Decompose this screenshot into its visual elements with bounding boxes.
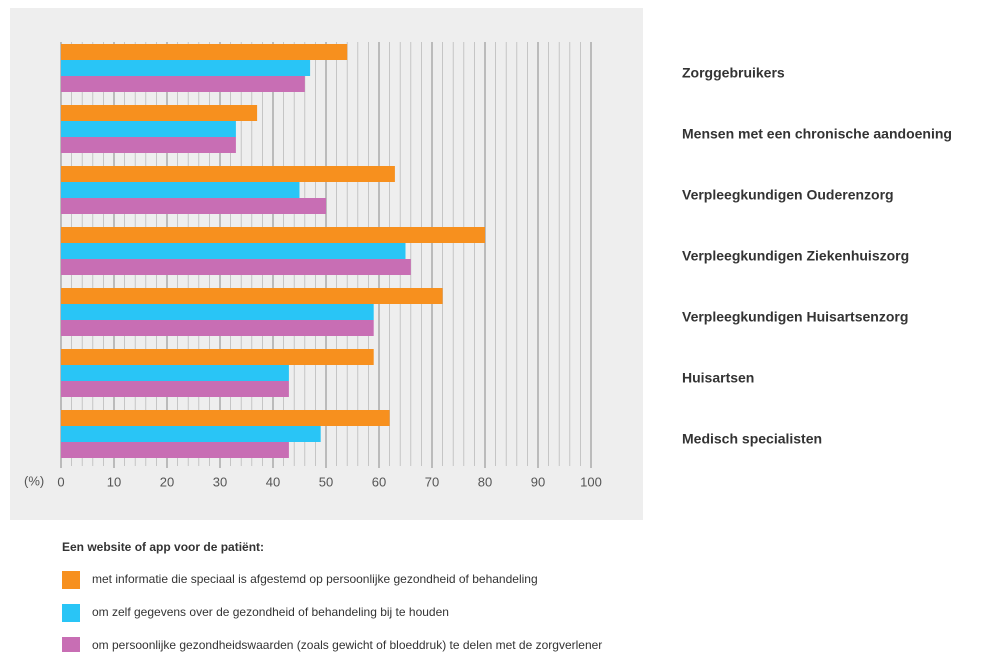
bar: [61, 166, 395, 182]
x-tick-label: 50: [319, 474, 333, 489]
bar: [61, 76, 305, 92]
x-tick-label: 40: [266, 474, 280, 489]
x-tick-label: 10: [107, 474, 121, 489]
bar: [61, 227, 485, 243]
bar: [61, 60, 311, 76]
bar: [61, 44, 348, 60]
bar: [61, 105, 258, 121]
legend-swatch: [62, 637, 80, 652]
bar: [61, 381, 289, 397]
category-label: Huisartsen: [682, 370, 754, 386]
x-tick-label: 20: [160, 474, 174, 489]
bar: [61, 304, 374, 320]
legend-label: om persoonlijke gezondheidswaarden (zoal…: [92, 638, 602, 652]
x-tick-label: 0: [57, 474, 64, 489]
legend-title: Een website of app voor de patiënt:: [62, 540, 264, 554]
bar: [61, 198, 326, 214]
bar: [61, 137, 236, 153]
category-label: Zorggebruikers: [682, 65, 785, 81]
bar: [61, 182, 300, 198]
x-tick-label: 100: [580, 474, 602, 489]
legend-label: met informatie die speciaal is afgestemd…: [92, 572, 538, 586]
bar: [61, 410, 390, 426]
x-tick-label: 70: [425, 474, 439, 489]
category-label: Medisch specialisten: [682, 431, 822, 447]
x-tick-label: 90: [531, 474, 545, 489]
x-tick-label: 30: [213, 474, 227, 489]
bar: [61, 320, 374, 336]
category-label: Mensen met een chronische aandoening: [682, 126, 952, 142]
legend-swatch: [62, 604, 80, 622]
bar: [61, 121, 236, 137]
category-label: Verpleegkundigen Huisartsenzorg: [682, 309, 908, 325]
bar: [61, 442, 289, 458]
bar: [61, 243, 406, 259]
x-axis-label: (%): [24, 473, 44, 488]
x-tick-label: 80: [478, 474, 492, 489]
category-label: Verpleegkundigen Ziekenhuiszorg: [682, 248, 909, 264]
legend-swatch: [62, 571, 80, 589]
bar: [61, 288, 443, 304]
bar: [61, 365, 289, 381]
legend-label: om zelf gegevens over de gezondheid of b…: [92, 605, 449, 619]
category-label: Verpleegkundigen Ouderenzorg: [682, 187, 894, 203]
bar: [61, 349, 374, 365]
x-tick-label: 60: [372, 474, 386, 489]
bar: [61, 259, 411, 275]
bar: [61, 426, 321, 442]
